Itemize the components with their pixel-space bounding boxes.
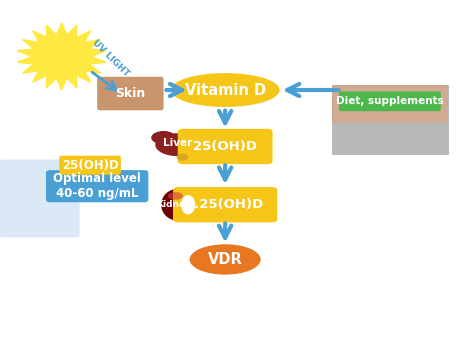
FancyBboxPatch shape xyxy=(332,85,448,122)
FancyBboxPatch shape xyxy=(59,156,121,175)
FancyBboxPatch shape xyxy=(46,170,148,202)
Ellipse shape xyxy=(190,244,261,275)
Ellipse shape xyxy=(176,154,189,161)
Ellipse shape xyxy=(168,192,183,200)
Text: Kidney: Kidney xyxy=(156,200,191,209)
FancyBboxPatch shape xyxy=(97,77,164,110)
Ellipse shape xyxy=(161,189,194,221)
FancyBboxPatch shape xyxy=(339,91,441,111)
FancyBboxPatch shape xyxy=(178,129,273,164)
Ellipse shape xyxy=(171,73,280,107)
Text: 1.25(OH)D: 1.25(OH)D xyxy=(186,198,264,211)
FancyBboxPatch shape xyxy=(332,122,448,154)
Text: VDR: VDR xyxy=(208,252,243,267)
Text: Optimal level
40-60 ng/mL: Optimal level 40-60 ng/mL xyxy=(53,172,141,200)
Text: 25(OH)D: 25(OH)D xyxy=(62,159,118,172)
Text: Skin: Skin xyxy=(115,87,146,100)
Circle shape xyxy=(36,37,88,76)
Ellipse shape xyxy=(182,132,201,143)
Text: UV LIGHT: UV LIGHT xyxy=(90,38,130,78)
Text: Diet, supplements: Diet, supplements xyxy=(336,96,444,106)
Ellipse shape xyxy=(181,195,195,215)
FancyBboxPatch shape xyxy=(332,85,448,154)
Ellipse shape xyxy=(155,133,200,156)
FancyBboxPatch shape xyxy=(173,187,277,222)
Text: 25(OH)D: 25(OH)D xyxy=(193,140,257,153)
Text: Liver: Liver xyxy=(163,138,192,148)
Polygon shape xyxy=(17,23,106,90)
Text: Vitamin D: Vitamin D xyxy=(184,83,266,97)
FancyBboxPatch shape xyxy=(0,160,80,238)
Ellipse shape xyxy=(151,131,176,144)
